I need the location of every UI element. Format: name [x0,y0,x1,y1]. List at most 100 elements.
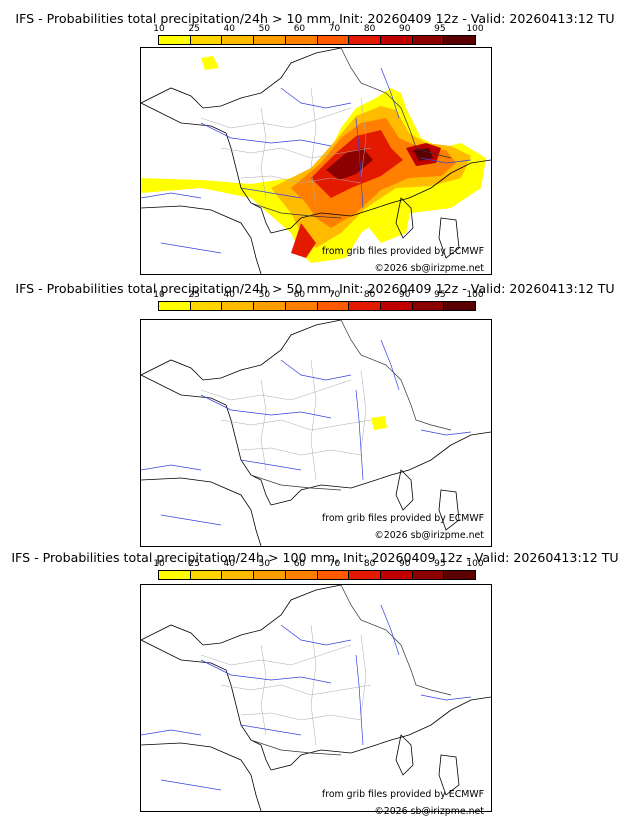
legend-swatch [349,36,381,44]
admin-border [220,419,372,431]
river-loire [200,659,332,684]
coastline-north [141,320,342,381]
coastline-iberia [141,477,262,546]
legend-swatch [254,571,286,579]
legend-swatch [380,571,413,579]
legend-tick-label: 25 [188,290,200,300]
legend-tick-label: 70 [328,290,341,300]
admin-border [260,379,267,471]
coastline-riviera [450,431,491,446]
admin-border [310,624,317,746]
legend-tick-label: 80 [363,290,376,300]
map-frame [140,47,492,275]
legend-tick-label: 100 [466,559,484,569]
map-frame [140,584,492,812]
river-ebro [141,729,202,736]
river-po [420,429,472,436]
copyright-credit: ©2026 sb@irizpme.net [374,806,484,817]
coastline-riviera [450,159,491,174]
river-garonne [240,724,302,736]
admin-border [220,147,372,159]
corsica-outline [395,734,414,776]
legend-tick-label: 50 [258,559,271,569]
national-border-pyrenees [250,202,342,219]
coastline-west [141,102,272,234]
admin-border [360,97,367,179]
sardinia-outline [438,217,460,259]
legend-labels: 10 25 40 50 60 70 80 90 95 100 [153,559,483,569]
legend-swatch [380,302,413,310]
admin-border [200,379,352,401]
legend-swatch [317,36,350,44]
river-po [420,157,472,164]
legend-bar [158,301,476,311]
coastline-south [270,172,452,234]
legend-tick-label: 10 [153,24,165,34]
copyright-credit: ©2026 sb@irizpme.net [374,263,484,274]
legend-swatch [349,571,381,579]
admin-border [220,684,372,696]
legend-swatch [317,302,350,310]
legend-tick-label: 50 [258,290,271,300]
legend-bar [158,35,476,45]
legend-tick-label: 80 [363,559,376,569]
admin-border [310,87,317,209]
admin-border [240,712,362,721]
grib-credit: from grib files provided by ECMWF [321,789,484,800]
legend-swatch [159,302,191,310]
legend-swatch [222,36,255,44]
national-border-pyrenees [250,739,342,756]
panel-title: IFS - Probabilities total precipitation/… [11,550,619,565]
legend-swatch [412,36,445,44]
legend-tick-label: 40 [223,24,235,34]
legend-swatch [190,571,223,579]
france-precip-map [141,48,491,274]
legend-tick-label: 25 [188,559,200,569]
legend-tick-label: 60 [293,24,306,34]
admin-border [260,644,267,736]
river-seine [280,87,352,109]
coastline-west [141,639,272,771]
coastline-north [141,48,342,109]
river-ebro [141,464,202,471]
river-ebro [141,192,202,199]
panel-title: IFS - Probabilities total precipitation/… [15,281,615,296]
legend-swatch [444,302,476,310]
national-border-east [340,48,452,159]
river-po [420,694,472,701]
river-garonne [240,187,302,199]
admin-border [360,634,367,716]
river-iberia [160,242,222,254]
legend-tick-label: 50 [258,24,271,34]
legend-bar [158,570,476,580]
legend-tick-label: 90 [399,559,411,569]
precipitation-probability-shading [371,416,387,430]
legend-swatch [380,36,413,44]
river-rhone [355,117,364,209]
coastline-south [270,709,452,771]
coastline-riviera [450,696,491,711]
basemap [141,585,491,811]
color-legend: 10 25 40 50 60 70 80 90 95 100 [153,559,484,583]
color-legend: 10 25 40 50 60 70 80 90 95 100 [153,24,484,48]
legend-tick-label: 100 [466,24,484,34]
admin-border [260,107,267,199]
legend-tick-label: 95 [434,290,446,300]
legend-labels: 10 25 40 50 60 70 80 90 95 100 [153,24,483,34]
grib-credit: from grib files provided by ECMWF [321,246,484,257]
river-loire [200,122,332,147]
precipitation-probability-shading [141,56,486,263]
legend-swatch [190,302,223,310]
admin-border [240,447,362,456]
river-rhone [355,654,364,746]
coastline-north [141,585,342,646]
basemap [141,320,491,546]
legend-swatch [285,36,318,44]
map-panel-100mm: IFS - Probabilities total precipitation/… [0,544,630,817]
legend-tick-label: 25 [188,24,200,34]
legend-swatch [254,36,286,44]
coastline-west [141,374,272,506]
river-seine [280,624,352,646]
grib-credit: from grib files provided by ECMWF [321,513,484,524]
color-legend: 10 25 40 50 60 70 80 90 95 100 [153,290,484,314]
